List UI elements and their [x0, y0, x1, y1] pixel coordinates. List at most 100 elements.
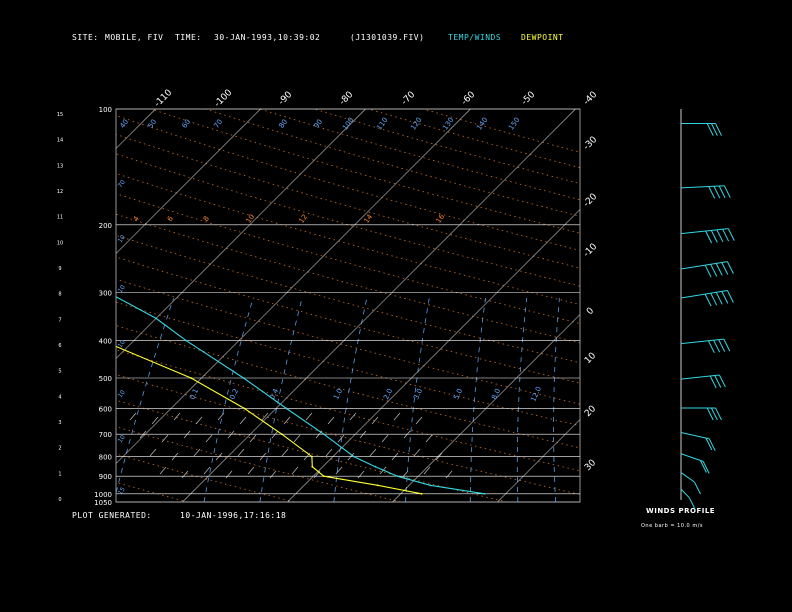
height-tick-label: 10: [57, 240, 63, 246]
top-temp-tick-label: -40: [582, 90, 600, 108]
wind-barb-flag: [705, 437, 713, 451]
dry-adiabat-line: [116, 278, 580, 405]
grid-dash-mark: [247, 466, 255, 475]
theta-top-label: 90: [313, 118, 325, 130]
right-temp-tick-label: -20: [582, 192, 600, 210]
left-side-label: 10: [117, 284, 127, 294]
grid-dash-mark: [283, 416, 291, 425]
grid-dash-mark: [203, 466, 211, 475]
wind-barb-flag: [706, 123, 714, 136]
grid-dash-mark: [325, 448, 333, 457]
grid-dash-mark: [205, 434, 213, 443]
wind-barb-flag: [704, 293, 712, 307]
dry-adiabat-line: [116, 325, 580, 449]
grid-dash-mark: [161, 434, 169, 443]
adiabat-row-label: 12: [298, 213, 310, 225]
wind-barb-flag: [716, 229, 724, 243]
wind-barb-flag: [705, 230, 713, 244]
left-side-label: 15: [117, 486, 127, 496]
dewpoint-point: [190, 377, 192, 379]
dry-adiabat-line: [259, 109, 580, 201]
dry-adiabat-line: [116, 193, 580, 324]
site-label: SITE:: [72, 33, 99, 42]
grid-dash-mark: [393, 412, 401, 421]
wind-barb-flag: [723, 185, 731, 198]
theta-top-label: 80: [278, 118, 290, 130]
wind-barb-flag: [714, 375, 722, 388]
grid-dash-mark: [369, 448, 377, 457]
pressure-tick-label: 600: [99, 405, 112, 413]
wind-barb-shaft: [680, 453, 704, 462]
adiabat-row-label: 10: [245, 213, 257, 225]
wind-barb-flag: [706, 407, 714, 421]
right-temp-tick-label: -30: [582, 135, 600, 153]
height-tick-label: 3: [58, 420, 61, 426]
dewpoint-point: [81, 308, 83, 310]
grid-dash-mark: [445, 470, 453, 479]
grid-dash-mark: [335, 466, 343, 475]
grid-dash-mark: [193, 448, 201, 457]
grid-dash-mark: [249, 434, 257, 443]
dry-adiabat-line: [116, 453, 295, 502]
temperature-point: [396, 475, 399, 478]
grid-dash-mark: [281, 448, 289, 457]
grid-dash-mark: [129, 412, 137, 421]
grid-dash-mark: [291, 466, 299, 475]
file-value: (J1301039.FIV): [350, 33, 425, 42]
temperature-point: [155, 317, 158, 320]
wind-barb-flag: [713, 185, 721, 199]
temperature-point: [285, 407, 288, 410]
grid-dash-mark: [305, 412, 313, 421]
profiles: [81, 296, 486, 495]
axis-labels: 1002003004005006007008009001000105015141…: [57, 88, 600, 507]
wind-barb-flag: [694, 481, 701, 495]
height-tick-label: 12: [57, 189, 63, 195]
wind-barb-flag: [710, 264, 718, 277]
dry-adiabat-line: [116, 399, 508, 502]
dry-adiabat-line: [116, 481, 188, 502]
grid-dash-mark: [225, 470, 233, 479]
adiabat-row-label: 6: [166, 214, 175, 223]
right-temp-tick-label: 10: [583, 351, 598, 366]
plot-generated-value: 10-JAN-1996,17:16:18: [180, 511, 287, 520]
top-temp-tick-label: -110: [153, 88, 175, 110]
dewpoint-point: [311, 465, 314, 468]
wind-barb-flag: [723, 338, 731, 352]
theta-left-label: 60: [181, 118, 193, 130]
wind-barb-flag: [715, 292, 723, 305]
height-tick-label: 5: [58, 369, 61, 375]
isotherms: [0, 109, 580, 502]
isotherm-line: [116, 109, 471, 464]
left-side-label: 10: [117, 389, 127, 399]
top-temp-tick-label: -80: [338, 90, 356, 108]
wind-barb-flag: [708, 186, 716, 199]
top-temp-tick-label: -50: [520, 90, 538, 108]
grid-dash-mark: [413, 448, 421, 457]
wind-barb-flag: [715, 407, 722, 421]
wind-barb-shaft: [680, 432, 710, 440]
mixing-ratio-label: 2.0: [382, 387, 394, 400]
pressure-tick-label: 100: [99, 106, 112, 114]
grid-dash-mark: [357, 470, 365, 479]
pressure-tick-label: 900: [99, 473, 112, 481]
time-label: TIME:: [175, 33, 202, 42]
wind-barb-shaft: [680, 185, 725, 189]
mixing-ratio-label: 3.0: [412, 387, 424, 400]
wind-barb-shaft: [680, 228, 729, 235]
height-tick-label: 15: [57, 112, 63, 118]
mixing-ratio-lines: [0, 297, 560, 502]
dewpoint-point: [322, 475, 325, 478]
mixing-ratio-line: [0, 298, 8, 502]
right-temp-tick-label: -10: [582, 242, 600, 260]
mixing-ratio-line: [516, 298, 528, 502]
mixing-ratio-line: [469, 298, 486, 502]
left-side-label: 70: [117, 179, 127, 189]
wind-barb-flag: [726, 261, 734, 274]
height-tick-label: 4: [58, 394, 61, 400]
isotherm-line: [0, 109, 51, 502]
top-temp-tick-label: -60: [460, 90, 478, 108]
pressure-tick-label: 400: [99, 338, 112, 346]
mixing-ratio-line: [116, 297, 174, 495]
theta-left-label: 50: [147, 118, 159, 130]
